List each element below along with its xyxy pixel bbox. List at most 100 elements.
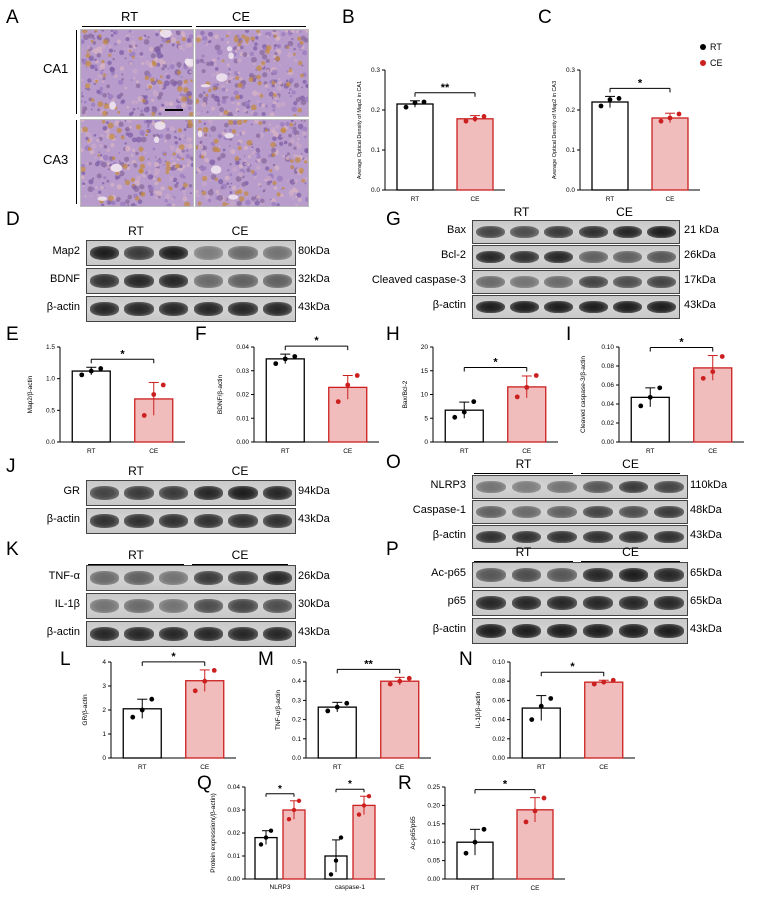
blot-strip-k-2 (86, 621, 296, 647)
blot-strip-k-1 (86, 593, 296, 619)
blot-o-group-rt: RT (515, 457, 532, 471)
bar-rt (396, 103, 434, 191)
data-point (366, 794, 372, 799)
blot-band (263, 571, 293, 585)
significance-label: * (171, 651, 176, 663)
blot-band (228, 274, 258, 288)
blot-label-g-1: Bcl-2 (440, 249, 466, 261)
blot-band (511, 480, 542, 494)
blot-kda-g-2: 17kDa (684, 274, 716, 286)
y-tick-label: 0.10 (492, 659, 505, 666)
blot-band (89, 571, 119, 585)
significance-label: * (348, 779, 352, 790)
legend-ce: CE (700, 58, 723, 68)
bar-rt (317, 706, 357, 759)
blot-band (654, 568, 685, 582)
data-point (139, 707, 145, 713)
blot-label-d-1: BDNF (50, 273, 80, 285)
scale-bar (165, 109, 183, 111)
y-tick-label: 0.00 (601, 439, 614, 446)
blot-band (511, 530, 542, 544)
y-tick-label: 0.02 (227, 830, 240, 837)
bar-ce (584, 681, 624, 759)
blot-strip-d-2 (86, 296, 296, 322)
blot-band (510, 275, 539, 289)
blot-label-g-2: Cleaved caspase-3 (371, 274, 466, 286)
blot-band (613, 300, 642, 314)
data-point (533, 373, 539, 378)
histo-image-rt-ca1-texture (81, 30, 193, 116)
significance-label: * (570, 661, 575, 673)
y-tick-label: 0.3 (292, 697, 301, 704)
histo-rt-line (82, 26, 192, 27)
y-tick-label: 0.08 (601, 363, 614, 370)
y-tick-label: 0.3 (371, 67, 380, 74)
blot-band (654, 596, 685, 610)
y-tick-label: 0.02 (236, 392, 249, 399)
blot-label-g-3: β-actin (432, 299, 466, 311)
blot-k-group-rt: RT (128, 548, 144, 562)
blot-kda-k-1: 30kDa (298, 598, 330, 610)
blot-strip-d-0 (86, 240, 296, 266)
chart-i: Cleaved caspase-3/β-actin 0.00 0.02 0.04 0.0… (580, 337, 744, 455)
x-tick-label: CE (530, 885, 540, 892)
chart-q: Protein expression(/β-actin) 0.00 0.01 0.02… (210, 779, 385, 891)
data-point (333, 858, 339, 863)
blot-band (647, 250, 677, 264)
y-tick-label: 0.5 (46, 407, 55, 414)
y-tick-label: 0.02 (601, 420, 614, 427)
blot-strip-p-1 (472, 590, 688, 616)
blot-band (511, 596, 542, 610)
histo-image-rt-ca1 (80, 29, 194, 117)
blot-strip-o-0 (472, 475, 688, 499)
y-tick-label: 0.0 (292, 755, 301, 762)
blot-label-g-0: Bax (447, 224, 466, 236)
panel-letter-L: L (60, 649, 71, 670)
data-point (538, 703, 544, 709)
blot-band (544, 250, 574, 264)
data-point (541, 795, 547, 801)
blot-band (582, 624, 613, 638)
blot-kda-o-2: 43kDa (690, 529, 722, 541)
y-tick-label: 2 (102, 707, 106, 714)
histo-image-ce-ca1-texture (196, 30, 308, 116)
blot-band (547, 505, 578, 519)
blot-band (613, 275, 642, 289)
blot-band (124, 302, 154, 316)
data-point (524, 384, 530, 390)
blot-strip-g-3 (472, 295, 680, 319)
data-point (412, 100, 418, 106)
data-point (471, 399, 477, 405)
blot-band (193, 274, 223, 288)
y-tick-label: 0.00 (427, 876, 440, 883)
y-tick-label: 0.08 (492, 678, 505, 685)
blot-kda-g-1: 26kDa (684, 249, 716, 261)
x-tick-label: RT (281, 448, 290, 455)
blot-band (263, 599, 293, 613)
panel-letter-K: K (6, 539, 19, 560)
blot-kda-p-2: 43kDa (690, 623, 722, 635)
y-axis-label: Map2/β-actin (27, 375, 34, 413)
blot-label-k-1: IL-1β (54, 598, 80, 610)
data-point (523, 819, 529, 825)
blot-band (159, 627, 189, 641)
y-tick-label: 0.06 (492, 697, 505, 704)
y-tick-label: 1.0 (46, 376, 55, 383)
data-point (79, 372, 85, 378)
blot-kda-k-0: 26kDa (298, 570, 330, 582)
panel-letter-F: F (195, 324, 207, 345)
x-tick-label: CE (200, 764, 210, 771)
blot-o-group-ce: CE (622, 457, 639, 471)
x-tick-label: caspase-1 (335, 884, 365, 891)
data-point (548, 696, 554, 701)
blot-band (613, 225, 642, 239)
blot-band (124, 599, 154, 613)
significance-label: * (120, 348, 125, 360)
y-axis-label: Average Optical Density of Map2 in CA1 (357, 81, 363, 179)
chart-l: GR/β-actin 0 1 2 3 4 RT CE * (82, 651, 236, 771)
data-point (286, 817, 292, 822)
panel-letter-B: B (342, 7, 355, 28)
y-tick-label: 0.20 (427, 802, 440, 809)
y-tick-label: 0.04 (227, 784, 240, 791)
data-point (481, 826, 487, 832)
